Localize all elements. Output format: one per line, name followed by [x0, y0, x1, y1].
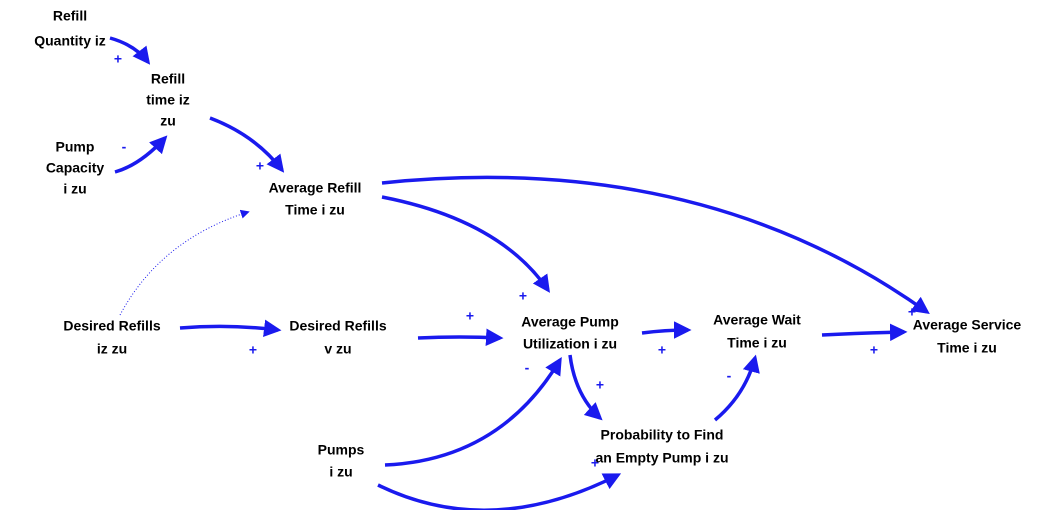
polarity-sign: + [519, 288, 527, 304]
node-label: Average Wait [713, 312, 801, 328]
node-label: Time i zu [937, 340, 997, 356]
node-label: Desired Refills [289, 318, 386, 334]
link-arrow [641, 321, 692, 339]
link-arrow [381, 195, 550, 293]
link-arrow [821, 323, 908, 342]
node-label: Average Refill [269, 180, 362, 196]
node-label: Desired Refills [63, 318, 160, 334]
node-label: i zu [63, 181, 86, 197]
link-arrow [417, 328, 504, 347]
polarity-sign: + [256, 158, 264, 174]
polarity-sign: - [727, 368, 732, 384]
node-label: Refill [53, 8, 87, 24]
polarity-sign: - [525, 360, 530, 376]
polarity-sign: + [249, 342, 257, 358]
link-arrow [713, 354, 760, 422]
polarity-sign: + [658, 342, 666, 358]
link-arrow [377, 473, 622, 510]
link-arrow [114, 135, 168, 174]
polarity-sign: + [908, 304, 916, 320]
node-label: v zu [324, 341, 351, 357]
node-label: Time i zu [727, 335, 787, 351]
link-arrow [384, 356, 562, 467]
polarity-sign: + [591, 455, 599, 471]
node-label: Refill [151, 71, 185, 87]
polarity-sign: + [870, 342, 878, 358]
node-label: Average Service [913, 317, 1022, 333]
node-label: iz zu [97, 341, 127, 357]
dotted-link [119, 209, 250, 316]
node-label: time iz [146, 92, 190, 108]
node-label: Capacity [46, 160, 105, 176]
polarity-sign: + [466, 308, 474, 324]
node-label: Utilization i zu [523, 336, 617, 352]
node-label: an Empty Pump i zu [595, 450, 728, 466]
link-arrow [179, 319, 282, 337]
polarity-sign: + [114, 51, 122, 67]
node-label: Pump [56, 139, 95, 155]
node-label: Time i zu [285, 202, 345, 218]
link-arrow [109, 36, 151, 65]
node-label: Average Pump [521, 314, 619, 330]
node-label: zu [160, 113, 176, 129]
polarity-sign: + [596, 377, 604, 393]
polarity-sign: - [122, 139, 127, 155]
link-arrow [209, 116, 285, 173]
node-label: Probability to Find [601, 427, 724, 443]
link-arrow [568, 354, 603, 421]
node-label: Quantity iz [34, 33, 106, 49]
node-label: i zu [329, 464, 352, 480]
node-label: Pumps [318, 442, 365, 458]
link-arrow [381, 175, 930, 315]
